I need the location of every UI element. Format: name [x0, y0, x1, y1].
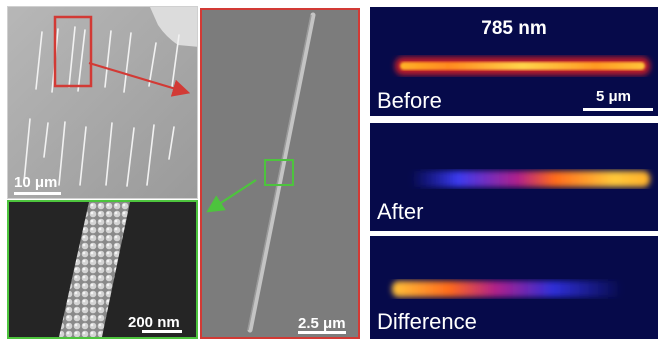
before-label: Before: [377, 88, 442, 113]
sem-single-wire-panel: 2.5 μm: [200, 8, 360, 339]
fluorescence-difference-panel: Difference: [370, 236, 658, 339]
scale-bar: [14, 192, 61, 195]
selection-box-red: [53, 15, 93, 88]
sem-single-wire-image: [202, 10, 358, 337]
emission-image-before: [370, 7, 658, 116]
red-zoom-arrow: [88, 61, 191, 97]
fluorescence-after-panel: After: [370, 123, 658, 231]
nanowire-shadow: [247, 14, 312, 331]
scale-label: 10 μm: [14, 174, 58, 191]
nanowire-array-lower: [23, 118, 175, 187]
emission-image-difference: [370, 236, 658, 339]
scale-bar: [142, 330, 182, 333]
sem-overview-image: [8, 7, 197, 198]
scale-label: 200 nm: [128, 314, 180, 331]
after-label: After: [377, 199, 424, 224]
sem-overview-panel: 10 μm: [7, 6, 198, 199]
scale-bar: [298, 331, 346, 334]
green-zoom-arrow: [206, 179, 257, 213]
wavelength-label: 785 nm: [481, 18, 547, 39]
selection-box-green: [264, 159, 294, 186]
sem-closeup-panel: 200 nm: [7, 200, 198, 339]
nanowire: [247, 12, 316, 333]
scale-bar: [583, 108, 653, 111]
scale-label: 5 μm: [596, 88, 632, 105]
fluorescence-before-panel: 785 nm Before 5 μm: [370, 7, 658, 116]
substrate-edge: [150, 7, 197, 47]
emission-image-after: [370, 123, 658, 231]
sem-closeup-image: [9, 202, 196, 337]
difference-label: Difference: [377, 309, 477, 334]
scale-label: 2.5 μm: [298, 315, 346, 332]
